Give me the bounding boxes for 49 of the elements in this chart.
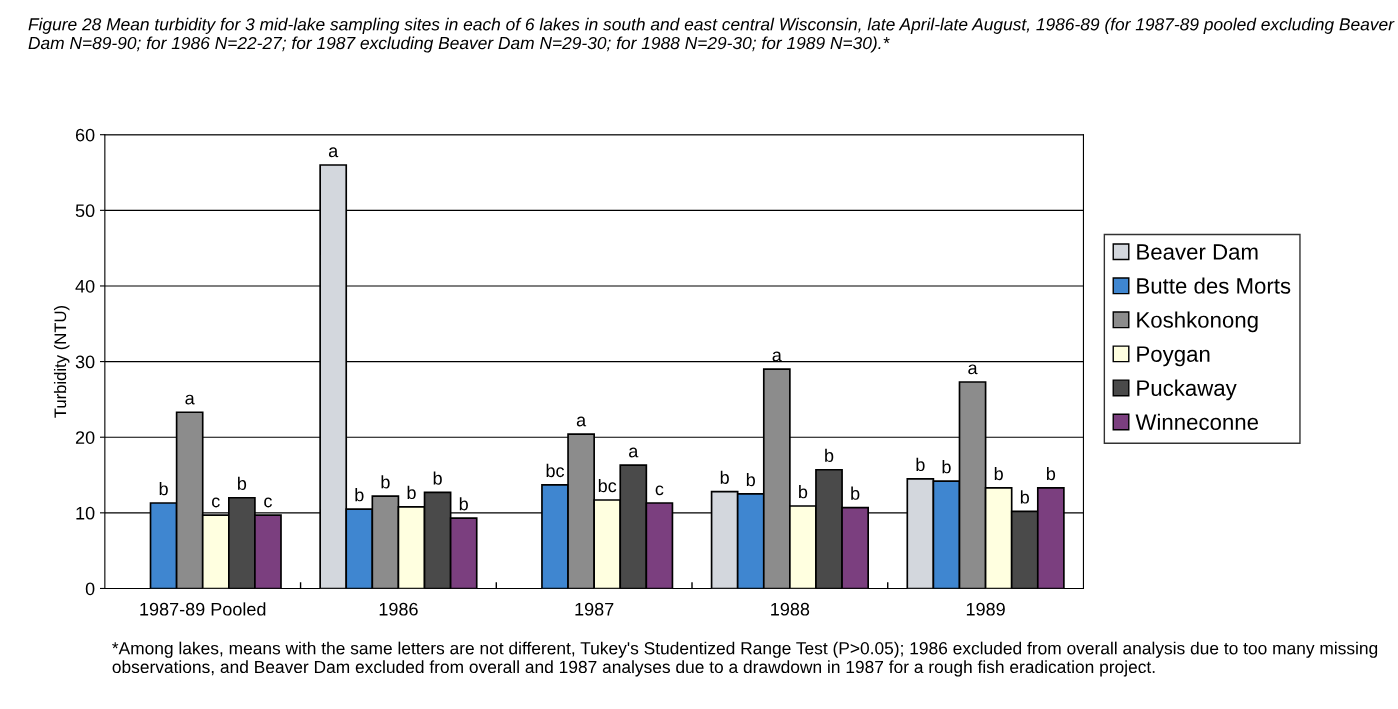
data-label: b: [825, 448, 834, 462]
data-label: b: [459, 497, 468, 511]
data-label: c: [264, 497, 272, 508]
data-label: b: [994, 466, 1003, 481]
data-label: b: [1020, 490, 1029, 504]
legend-label: Winneconne: [1135, 413, 1259, 430]
data-label: b: [381, 475, 390, 489]
data-label: b: [746, 472, 755, 487]
y-axis-title: Turbidity (NTU): [53, 305, 70, 418]
x-tick-label: 1986: [379, 602, 418, 616]
data-label: c: [655, 485, 664, 496]
text: *Among lakes, means with the same letters are not different, Tukey's Studentized Range Test (P>0.05); 1986 excluded from overall analysis due to too many missing observations, and Beaver Dam excluded from overall and 1987 analyses due to a drawdown in 1987 for a rough fish eradication project.: [112, 641, 1378, 677]
data-label: bc: [598, 478, 617, 493]
data-label: b: [1046, 466, 1056, 481]
data-label: b: [159, 482, 168, 496]
data-label: b: [799, 485, 808, 499]
y-tick-label: 60: [75, 128, 95, 142]
data-label: c: [212, 497, 220, 508]
data-label: b: [238, 476, 247, 490]
legend-label: Puckaway: [1137, 379, 1237, 401]
legend-label: Koshkonong: [1137, 311, 1258, 333]
data-label: a: [185, 394, 195, 405]
x-tick-label: 1987: [575, 602, 614, 616]
legend-label: Beaver Dam: [1137, 244, 1258, 260]
y-tick-label: 30: [75, 355, 95, 369]
legend-label: Butte des Morts: [1137, 277, 1291, 294]
data-label: b: [355, 488, 364, 502]
legend-label: Poygan: [1137, 346, 1210, 367]
data-label: bc: [546, 463, 565, 478]
chart-title: Figure 28 Mean turbidity for 3 mid-lake sampling sites in each of 6 lakes in south and east central Wisconsin, late April-late August, 1986-89 (for 1987-89 pooled excluding Beaver Dam N=89-90; for 1986 N=22-27; for 1987 excluding Beaver Dam N=29-30; for 1988 N=29-30; for 1989 N=30).*: [28, 17, 1395, 53]
y-tick-label: 20: [75, 431, 95, 444]
y-tick-label: 0: [85, 582, 95, 596]
data-label: a: [576, 416, 587, 427]
data-label: b: [720, 470, 729, 484]
data-label: b: [916, 457, 925, 472]
data-label: a: [629, 447, 639, 458]
x-tick-label: 1988: [771, 602, 810, 616]
y-tick-label: 40: [75, 279, 95, 293]
data-label: b: [433, 471, 442, 485]
x-tick-label: 1987-89 Pooled: [140, 602, 266, 616]
x-tick-label: 1989: [966, 602, 1005, 616]
data-label: a: [968, 364, 978, 375]
data-label: b: [407, 485, 416, 500]
data-label: b: [851, 486, 860, 500]
y-tick-label: 10: [76, 506, 95, 520]
y-tick-label: 50: [75, 204, 95, 218]
data-label: a: [772, 351, 782, 362]
data-label: a: [328, 147, 339, 158]
data-label: b: [942, 460, 951, 474]
